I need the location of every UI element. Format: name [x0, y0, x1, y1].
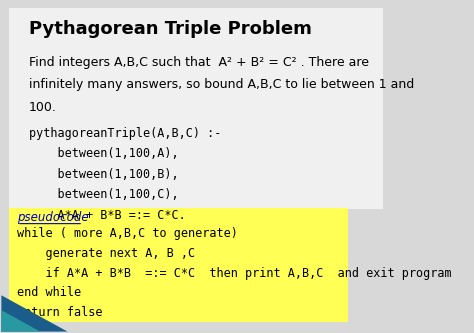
Text: return false: return false — [17, 306, 102, 319]
Text: end while: end while — [17, 286, 81, 299]
Text: between(1,100,A),: between(1,100,A), — [28, 147, 178, 161]
Text: between(1,100,C),: between(1,100,C), — [28, 188, 178, 201]
Text: if A*A + B*B  =:= C*C  then print A,B,C  and exit program: if A*A + B*B =:= C*C then print A,B,C an… — [17, 266, 452, 280]
Text: between(1,100,B),: between(1,100,B), — [28, 168, 178, 181]
Text: 100.: 100. — [28, 101, 56, 114]
FancyBboxPatch shape — [9, 208, 348, 322]
Text: pythagoreanTriple(A,B,C) :-: pythagoreanTriple(A,B,C) :- — [28, 127, 221, 140]
Polygon shape — [1, 295, 68, 332]
Polygon shape — [1, 310, 40, 332]
FancyBboxPatch shape — [9, 8, 383, 209]
Text: while ( more A,B,C to generate): while ( more A,B,C to generate) — [17, 227, 238, 240]
Text: generate next A, B ,C: generate next A, B ,C — [17, 247, 195, 260]
Text: pseudocode: pseudocode — [17, 211, 89, 224]
Text: A*A + B*B =:= C*C.: A*A + B*B =:= C*C. — [28, 209, 185, 222]
Text: Pythagorean Triple Problem: Pythagorean Triple Problem — [28, 20, 311, 38]
Text: Find integers A,B,C such that  A² + B² = C² . There are: Find integers A,B,C such that A² + B² = … — [28, 56, 369, 69]
Text: infinitely many answers, so bound A,B,C to lie between 1 and: infinitely many answers, so bound A,B,C … — [28, 78, 414, 91]
